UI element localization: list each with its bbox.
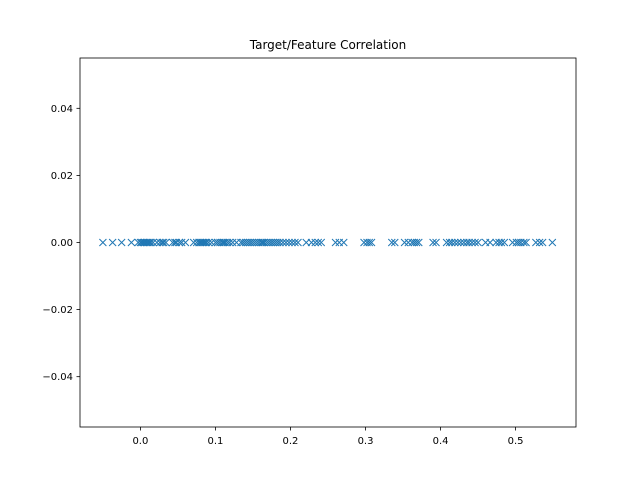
y-tick-label: 0.04 [51,104,73,115]
plot-frame [79,57,577,428]
data-point [538,238,547,247]
data-point [177,238,186,247]
data-point [468,238,476,247]
y-tick-label: −0.04 [42,372,73,383]
x-tick-label: 0.4 [433,436,449,447]
x-tick-label: 0.5 [508,436,524,447]
data-point [282,238,290,247]
data-point [225,238,234,247]
data-point [228,238,237,247]
data-point [519,238,528,247]
data-point [404,238,413,247]
data-point [365,238,374,247]
data-point [497,238,506,247]
data-point [367,238,376,247]
data-point [291,238,299,247]
data-point [311,238,320,247]
data-point [288,238,296,247]
data-point [474,238,482,247]
data-point [117,238,126,247]
data-point [447,238,456,247]
data-point [453,238,462,247]
data-point [532,238,540,247]
data-point [508,238,517,247]
data-point [331,238,340,247]
x-axis: 0.0 0.1 0.2 0.3 0.4 0.5 [132,427,524,447]
data-point [314,238,323,247]
y-tick-label: 0.00 [51,238,73,249]
x-tick-label: 0.1 [207,436,223,447]
data-point [219,238,228,247]
data-point [294,238,302,247]
data-points [99,238,557,247]
data-point [387,238,396,247]
x-tick-label: 0.0 [132,436,148,447]
data-point [162,238,170,247]
data-point [158,238,167,247]
data-point [147,238,155,247]
data-point [258,238,267,247]
data-point [276,238,284,247]
data-point [456,238,465,247]
data-point [207,238,216,247]
data-point [108,238,117,247]
data-point [390,238,399,247]
data-point [181,238,190,247]
data-point [149,238,158,247]
x-tick-label: 0.2 [283,436,299,447]
y-tick-label: −0.02 [42,305,73,316]
data-point [175,238,184,247]
data-point [432,238,440,247]
data-point [429,238,437,247]
data-point [548,238,557,247]
y-tick-label: 0.02 [51,171,73,182]
data-point [450,238,459,247]
data-point [535,238,544,247]
data-point [168,238,177,247]
data-point [317,238,326,247]
data-point [159,238,168,247]
data-point [285,238,293,247]
data-point [156,238,164,247]
data-point [99,238,107,247]
data-point [279,238,287,247]
data-point [201,238,209,247]
data-point [414,238,423,247]
x-tick-label: 0.3 [358,436,374,447]
data-point [500,238,509,247]
data-point [127,238,136,247]
chart-title: Target/Feature Correlation [249,38,407,52]
data-point [400,238,409,247]
data-point [204,238,213,247]
data-point [465,238,473,247]
data-point [145,238,154,247]
data-point [339,238,348,247]
data-point [412,238,421,247]
y-axis: 0.04 0.02 0.00 −0.02 −0.04 [42,104,80,383]
data-point [486,238,494,247]
data-point [471,238,479,247]
data-point [522,238,530,247]
data-point [307,238,316,247]
